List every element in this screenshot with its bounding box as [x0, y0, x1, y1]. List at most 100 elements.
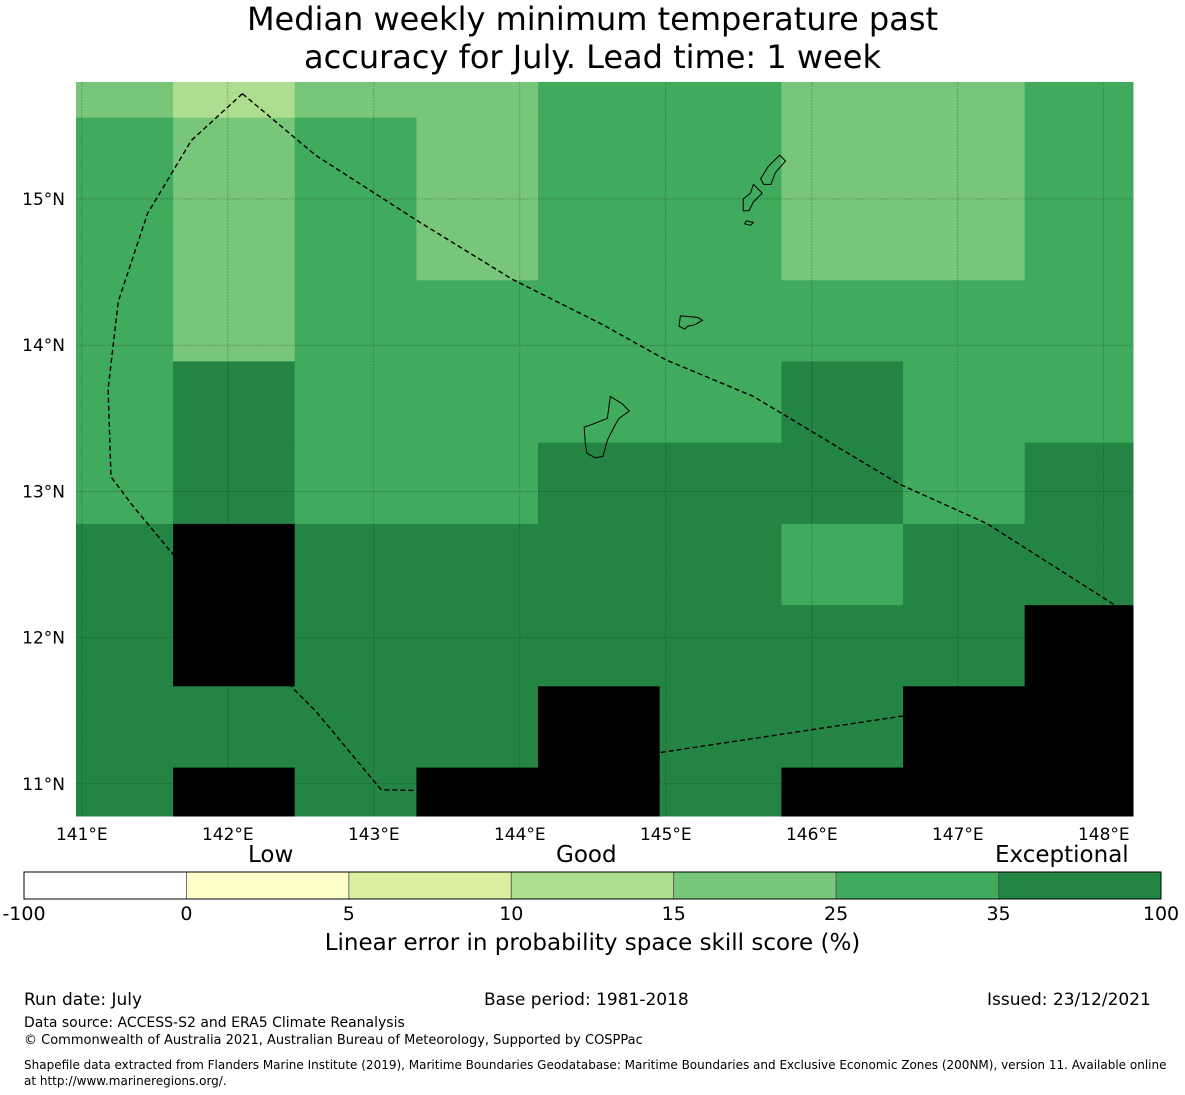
- grid-cell: [538, 82, 661, 119]
- coastlines: [583, 154, 787, 459]
- grid-cell: [781, 767, 904, 817]
- grid-cell: [173, 82, 296, 119]
- grid-cell: [416, 361, 539, 444]
- axis-ticks: 141°E 142°E 143°E 144°E 145°E 146°E 147°E 148°E…: [22, 190, 1130, 845]
- grid-cell: [903, 442, 1026, 525]
- colorbar: -100 0 5 10 15 25 35 100: [2, 871, 1179, 925]
- colorbar-tick-label: 35: [986, 903, 1010, 925]
- colorbar-label: Linear error in probability space skill …: [324, 930, 861, 956]
- skill-grid: [76, 82, 1134, 817]
- grid-cell: [294, 686, 417, 769]
- colorbar-segment: [23, 871, 187, 900]
- grid-cell: [781, 361, 904, 444]
- grid-cell: [659, 767, 782, 817]
- colorbar-frame: [23, 871, 1162, 900]
- island-outline: [678, 315, 704, 330]
- grid-cell: [416, 117, 539, 281]
- grid-cell: [173, 767, 296, 817]
- grid-cell: [538, 361, 661, 444]
- colorbar-tick-label: 15: [662, 903, 686, 925]
- lon-tick-label: 148°E: [1078, 825, 1130, 845]
- grid-cell: [76, 361, 174, 444]
- grid-cell: [538, 605, 661, 687]
- colorbar-tick-label: -100: [2, 903, 45, 925]
- lon-tick-label: 144°E: [494, 825, 546, 845]
- grid-cell: [173, 117, 296, 281]
- grid-cell: [659, 117, 782, 281]
- colorbar-segment: [186, 871, 350, 900]
- colorbar-category-low: Low: [248, 842, 294, 868]
- grid-cell: [538, 117, 661, 281]
- grid-cell: [659, 442, 782, 525]
- colorbar-segment: [835, 871, 999, 900]
- eez-boundary: [107, 93, 1117, 792]
- grid-cell: [538, 523, 661, 606]
- shapefile-credit: Shapefile data extracted from Flanders M…: [24, 1058, 1167, 1088]
- colorbar-segment: [348, 871, 512, 900]
- lon-tick-label: 146°E: [786, 825, 838, 845]
- grid-cell: [416, 442, 539, 525]
- data-source: Data source: ACCESS-S2 and ERA5 Climate …: [24, 1015, 405, 1031]
- grid-cell: [76, 767, 174, 817]
- grid-cell: [76, 686, 174, 769]
- colorbar-tick-label: 100: [1143, 903, 1179, 925]
- grid-cell: [1024, 686, 1134, 769]
- grid-cell: [1024, 442, 1134, 525]
- grid-cell: [76, 605, 174, 687]
- grid-cell: [173, 280, 296, 362]
- colorbar-tick-label: 5: [343, 903, 355, 925]
- lon-tick-label: 145°E: [640, 825, 692, 845]
- grid-cell: [294, 442, 417, 525]
- grid-cell: [76, 117, 174, 281]
- island-outline: [742, 183, 763, 212]
- colorbar-tick-label: 0: [180, 903, 192, 925]
- grid-cell: [659, 605, 782, 687]
- colorbar-tick-label: 25: [824, 903, 848, 925]
- map-title-line2: accuracy for July. Lead time: 1 week: [304, 38, 881, 76]
- lon-tick-label: 143°E: [348, 825, 400, 845]
- colorbar-segment: [998, 871, 1162, 900]
- grid-cell: [416, 686, 539, 769]
- grid-cell: [781, 523, 904, 606]
- grid-cell: [903, 686, 1026, 769]
- lat-tick-label: 11°N: [22, 775, 65, 795]
- grid-cell: [781, 605, 904, 687]
- lon-tick-label: 141°E: [56, 825, 108, 845]
- map-title: Median weekly minimum temperature past a…: [0, 0, 1185, 76]
- grid-cell: [659, 686, 782, 769]
- grid-cell: [1024, 280, 1134, 362]
- grid-cell: [294, 523, 417, 606]
- colorbar-segment: [510, 871, 675, 900]
- grid-cell: [76, 523, 174, 606]
- grid-cell: [76, 442, 174, 525]
- grid-cell: [903, 605, 1026, 687]
- grid-cell: [173, 605, 296, 687]
- grid-cell: [538, 686, 661, 769]
- lon-tick-label: 142°E: [202, 825, 254, 845]
- run-date: Run date: July: [24, 990, 143, 1010]
- lat-tick-label: 14°N: [22, 336, 65, 356]
- lat-tick-label: 12°N: [22, 629, 65, 649]
- grid-cell: [294, 361, 417, 444]
- grid-cell: [1024, 605, 1134, 687]
- colorbar-segment: [673, 871, 837, 900]
- grid-cell: [1024, 523, 1134, 606]
- lon-tick-label: 147°E: [932, 825, 984, 845]
- grid-cell: [1024, 82, 1134, 119]
- grid-cell: [659, 82, 782, 119]
- grid-cell: [781, 442, 904, 525]
- grid-cell: [538, 442, 661, 525]
- grid-cell: [294, 117, 417, 281]
- grid-cell: [294, 605, 417, 687]
- grid-cell: [538, 280, 661, 362]
- grid-cell: [416, 605, 539, 687]
- grid-cell: [294, 767, 417, 817]
- map-title-line1: Median weekly minimum temperature past: [246, 0, 939, 38]
- colorbar-category-good: Good: [556, 842, 617, 868]
- colorbar-category-exceptional: Exceptional: [995, 842, 1129, 868]
- grid-cell: [173, 686, 296, 769]
- grid-cell: [1024, 767, 1134, 817]
- grid-cell: [903, 523, 1026, 606]
- grid-cell: [294, 280, 417, 362]
